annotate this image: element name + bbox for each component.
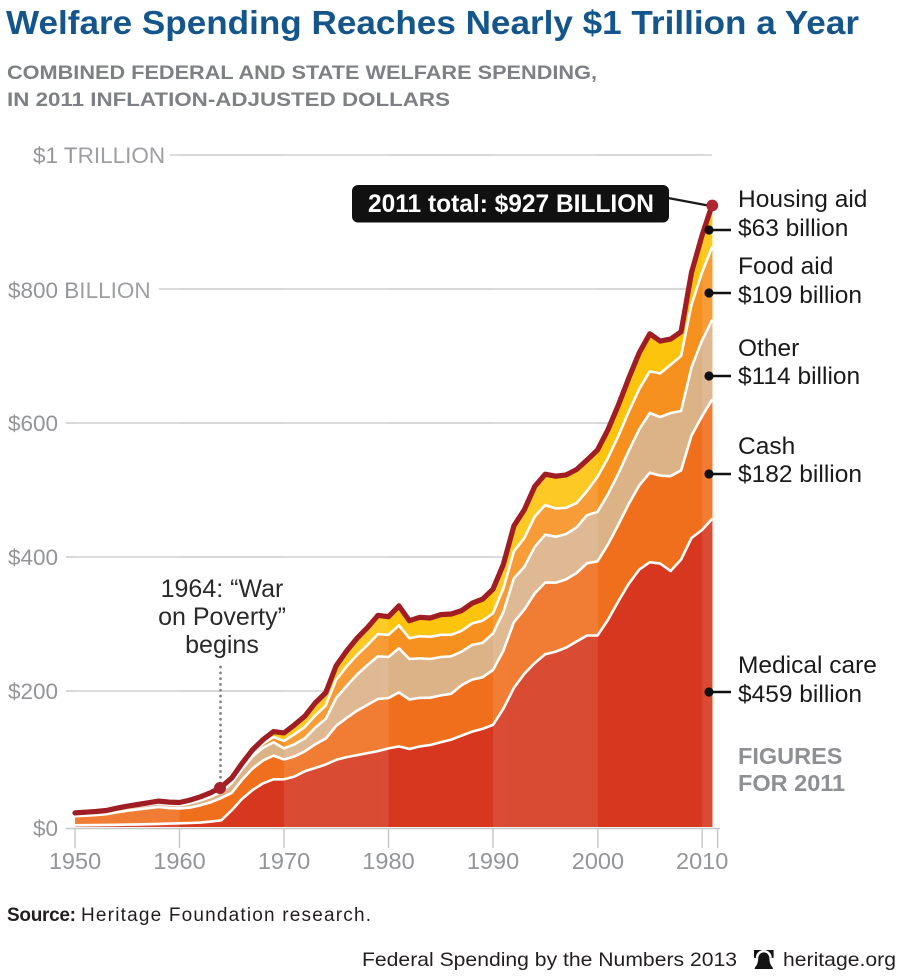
svg-text:Federal Spending by the Number: Federal Spending by the Numbers 2013 [362,949,737,971]
svg-text:$114 billion: $114 billion [738,363,860,390]
svg-text:on Poverty”: on Poverty” [158,603,286,631]
svg-text:2010: 2010 [676,848,728,874]
svg-text:$600: $600 [8,411,58,436]
svg-text:Medical care: Medical care [738,652,877,679]
svg-text:1960: 1960 [153,848,205,874]
svg-text:1950: 1950 [49,848,101,874]
svg-text:$109 billion: $109 billion [738,282,862,309]
svg-text:IN 2011 INFLATION-ADJUSTED DOL: IN 2011 INFLATION-ADJUSTED DOLLARS [7,90,450,111]
svg-text:FIGURES: FIGURES [738,743,842,769]
svg-text:$200: $200 [8,679,58,704]
svg-text:$182 billion: $182 billion [738,461,862,488]
svg-text:COMBINED FEDERAL AND STATE WEL: COMBINED FEDERAL AND STATE WELFARE SPEND… [7,63,597,84]
svg-text:2000: 2000 [572,848,624,874]
svg-text:heritage.org: heritage.org [783,949,896,971]
svg-text:Cash: Cash [738,433,795,460]
svg-text:FOR 2011: FOR 2011 [738,770,845,796]
svg-text:$63 billion: $63 billion [738,215,848,242]
svg-text:Housing aid: Housing aid [738,186,867,213]
svg-text:Other: Other [738,335,799,362]
svg-text:begins: begins [185,631,259,659]
svg-text:Heritage Foundation research.: Heritage Foundation research. [81,905,371,926]
svg-text:$800 BILLION: $800 BILLION [8,278,151,303]
svg-text:1964: “War: 1964: “War [161,575,284,603]
svg-text:1970: 1970 [258,848,310,874]
svg-text:1980: 1980 [362,848,414,874]
svg-text:Food aid: Food aid [738,253,833,280]
svg-text:$0: $0 [33,816,58,841]
svg-text:Welfare Spending Reaches Nearl: Welfare Spending Reaches Nearly $1 Trill… [6,4,859,41]
svg-text:1990: 1990 [467,848,519,874]
svg-text:2011 total: $927 BILLION: 2011 total: $927 BILLION [368,190,654,218]
svg-text:Source:: Source: [7,905,76,926]
svg-text:$459 billion: $459 billion [738,681,862,708]
svg-text:$400: $400 [8,545,58,570]
svg-text:$1 TRILLION: $1 TRILLION [33,143,165,168]
